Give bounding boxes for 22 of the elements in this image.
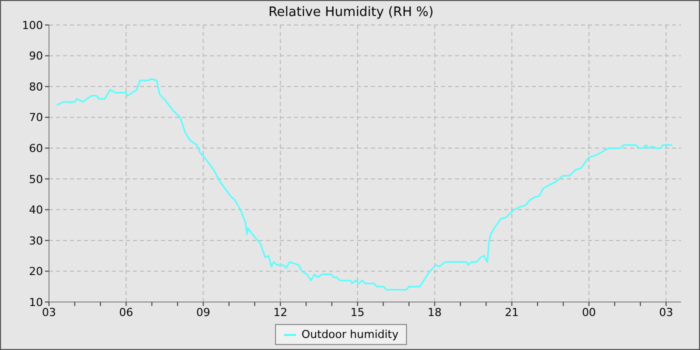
y-tick-label: 60 [29, 142, 43, 156]
y-tick-label: 20 [29, 265, 43, 278]
chart-title: Relative Humidity (RH %) [267, 5, 435, 20]
x-tick-label: 06 [119, 306, 134, 319]
y-tick-label: 90 [29, 50, 43, 63]
x-tick-label: 18 [428, 306, 442, 319]
x-tick-label: 12 [273, 306, 288, 319]
x-tick-label: 03 [42, 306, 56, 319]
y-tick-label: 10 [29, 296, 43, 309]
x-tick-label: 09 [196, 306, 210, 319]
x-tick-label: 03 [659, 306, 674, 319]
y-tick-label: 30 [29, 234, 43, 248]
line-series [56, 78, 674, 290]
x-tick-label: 00 [582, 306, 596, 319]
x-tick-label: 15 [350, 306, 365, 319]
y-tick-label: 50 [29, 172, 43, 186]
y-tick-label: 100 [22, 18, 43, 32]
y-tick-label: 40 [29, 204, 43, 217]
y-tick-label: 70 [29, 111, 43, 124]
legend-label: Outdoor humidity [300, 328, 398, 341]
x-tick-label: 21 [504, 306, 519, 319]
y-tick-label: 80 [29, 80, 43, 94]
